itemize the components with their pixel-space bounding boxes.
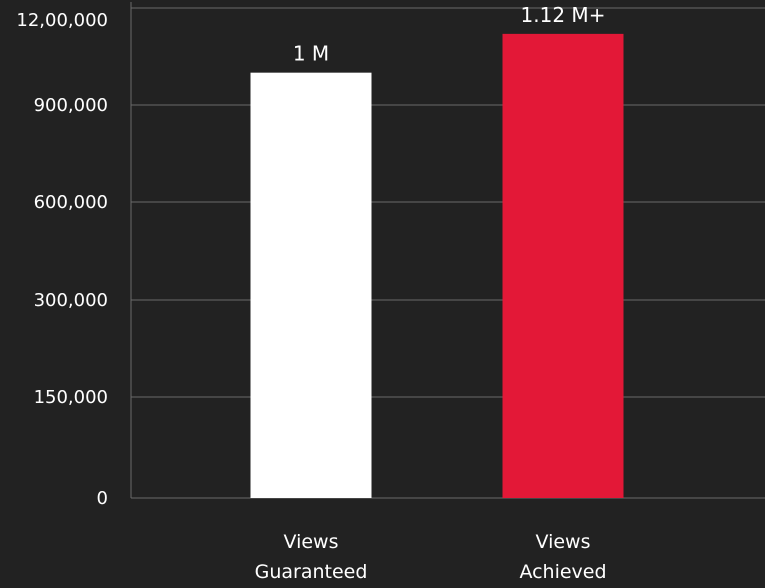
x-category-label: Views Achieved [519, 531, 606, 583]
data-label: 1 M [293, 42, 329, 66]
x-category-label: Views Guaranteed [255, 531, 368, 583]
x-category-line: Achieved [519, 561, 606, 583]
y-tick-label: 150,000 [34, 387, 108, 408]
bars [250, 33, 624, 499]
y-tick-label: 300,000 [34, 290, 108, 311]
bar [502, 33, 624, 498]
grid-lines [130, 2, 765, 499]
y-tick-label: 900,000 [34, 95, 108, 116]
x-category-line: Views [536, 531, 591, 553]
x-category-line: Views [284, 531, 339, 553]
data-label: 1.12 M+ [521, 3, 606, 27]
y-tick-label: 0 [97, 488, 108, 509]
data-labels: 1 M 1.12 M+ [293, 3, 606, 66]
y-tick-label: 12,00,000 [16, 10, 108, 31]
y-axis-ticks: 0 150,000 300,000 600,000 900,000 12,00,000 [16, 10, 108, 509]
y-tick-label: 600,000 [34, 192, 108, 213]
bar [250, 72, 372, 499]
x-axis-categories: Views Guaranteed Views Achieved [255, 531, 607, 583]
x-category-line: Guaranteed [255, 561, 368, 583]
